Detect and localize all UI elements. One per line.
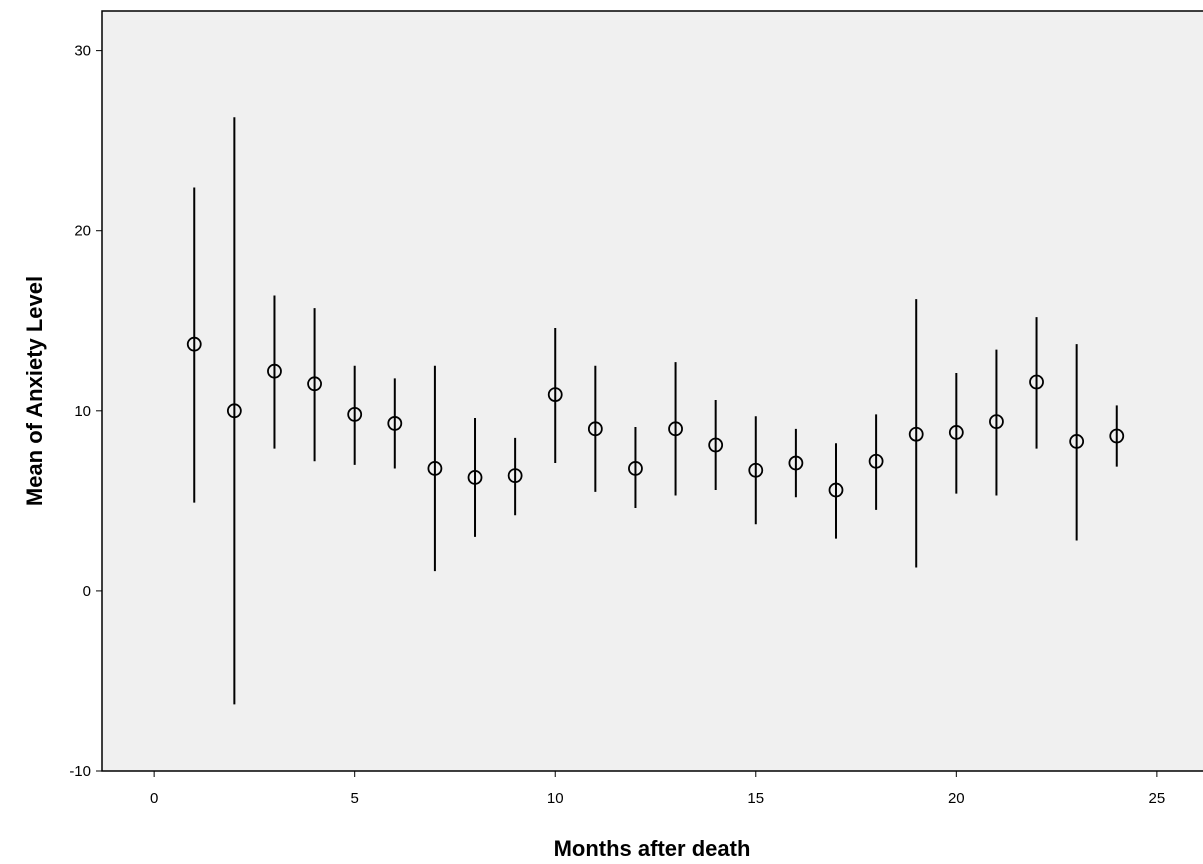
- x-tick-label: 15: [747, 790, 764, 807]
- mean-marker: [1069, 434, 1085, 449]
- mean-marker: [1109, 428, 1125, 444]
- mean-marker: [587, 421, 603, 437]
- mean-marker: [1029, 374, 1044, 390]
- mean-marker: [387, 416, 403, 431]
- y-axis: -10 0 10 20 30: [69, 43, 102, 780]
- mean-marker: [186, 336, 202, 352]
- x-axis-title: Months after death: [554, 836, 751, 861]
- mean-marker: [908, 426, 924, 442]
- mean-marker: [708, 437, 724, 453]
- y-tick-label: 10: [74, 403, 91, 420]
- y-tick-label: -10: [69, 763, 91, 780]
- mean-marker: [427, 461, 443, 476]
- x-tick-label: 0: [150, 790, 158, 807]
- mean-marker: [668, 421, 683, 437]
- mean-marker: [628, 461, 643, 476]
- y-tick-label: 20: [74, 223, 91, 240]
- x-tick-label: 25: [1149, 790, 1166, 807]
- x-tick-label: 5: [351, 790, 359, 807]
- plot-area: [101, 10, 1203, 772]
- mean-marker: [788, 455, 804, 471]
- data-series: [186, 117, 1125, 705]
- x-tick-label: 10: [547, 790, 564, 807]
- mean-marker: [989, 414, 1004, 430]
- mean-marker: [307, 376, 322, 392]
- mean-marker: [467, 470, 483, 485]
- mean-marker: [267, 363, 282, 379]
- mean-marker: [828, 482, 844, 498]
- x-tick-label: 20: [948, 790, 965, 807]
- y-tick-label: 0: [83, 583, 91, 600]
- mean-marker: [948, 425, 964, 440]
- mean-marker: [507, 468, 523, 484]
- y-axis-title: Mean of Anxiety Level: [22, 276, 47, 506]
- mean-marker: [547, 387, 563, 403]
- mean-marker: [347, 407, 363, 422]
- mean-marker: [868, 453, 884, 469]
- mean-marker: [748, 462, 764, 478]
- y-tick-label: 30: [74, 43, 91, 60]
- x-axis: 0 5 10 15 20 25: [150, 771, 1165, 807]
- mean-marker: [226, 403, 242, 419]
